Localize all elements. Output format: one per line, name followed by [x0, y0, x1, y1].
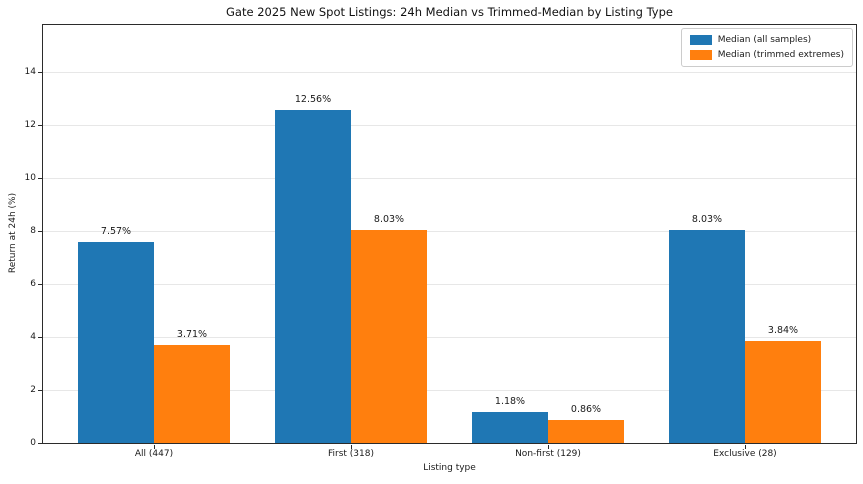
y-tick-label: 10 — [24, 172, 36, 183]
bar-value-label: 8.03% — [373, 214, 405, 225]
x-tick-label: All (447) — [134, 449, 174, 459]
y-tick-label: 14 — [24, 66, 36, 77]
plot-area: Median (all samples) Median (trimmed extr… — [42, 24, 857, 444]
legend-swatch — [689, 35, 712, 45]
y-tick-mark — [38, 71, 42, 73]
x-tick-mark — [154, 445, 155, 449]
y-tick-label: 8 — [30, 225, 36, 236]
y-tick-label: 6 — [30, 278, 36, 289]
bar-value-label: 8.03% — [691, 214, 723, 225]
bar-median-trimmed — [154, 345, 230, 443]
gridline — [43, 283, 856, 285]
gridline — [43, 389, 856, 391]
y-tick-mark — [38, 389, 42, 391]
chart-title: Gate 2025 New Spot Listings: 24h Median … — [226, 5, 673, 19]
bar-value-label: 3.71% — [176, 329, 208, 340]
gridline — [43, 177, 856, 179]
gridline — [43, 124, 856, 126]
legend-swatch — [689, 50, 712, 60]
x-tick-label: Exclusive (28) — [713, 449, 777, 459]
gridline — [43, 336, 856, 338]
y-tick-label: 2 — [30, 384, 36, 395]
bar-median-trimmed — [548, 420, 624, 443]
bar-value-label: 1.18% — [494, 396, 526, 407]
x-axis-label: Listing type — [423, 463, 476, 473]
bar-median-all — [275, 110, 351, 443]
bar-value-label: 7.57% — [100, 226, 132, 237]
gridline — [43, 230, 856, 232]
legend-item: Median (all samples) — [689, 35, 844, 45]
y-tick-mark — [38, 230, 42, 232]
x-tick-label: First (318) — [327, 449, 375, 459]
x-tick-mark — [351, 445, 352, 449]
y-tick-mark — [38, 336, 42, 338]
legend: Median (all samples) Median (trimmed extr… — [680, 28, 853, 67]
bar-median-all — [472, 412, 548, 443]
y-tick-label: 12 — [24, 119, 36, 130]
x-tick-mark — [745, 445, 746, 449]
legend-label: Median (trimmed extremes) — [717, 50, 844, 60]
bar-value-label: 3.84% — [767, 325, 799, 336]
x-tick-mark — [548, 445, 549, 449]
bar-median-trimmed — [745, 341, 821, 443]
y-tick-mark — [38, 443, 42, 444]
bar-median-trimmed — [351, 230, 427, 443]
legend-label: Median (all samples) — [717, 35, 812, 45]
bar-value-label: 12.56% — [294, 94, 332, 105]
x-tick-label: Non-first (129) — [515, 449, 581, 459]
y-tick-label: 0 — [30, 438, 36, 448]
bar-median-all — [669, 230, 745, 443]
bar-value-label: 0.86% — [570, 404, 602, 415]
y-tick-label: 4 — [30, 331, 36, 342]
y-tick-mark — [38, 124, 42, 126]
legend-item: Median (trimmed extremes) — [689, 50, 844, 60]
bar-median-all — [78, 242, 154, 443]
y-tick-mark — [38, 177, 42, 179]
gridline — [43, 71, 856, 73]
y-tick-mark — [38, 283, 42, 285]
